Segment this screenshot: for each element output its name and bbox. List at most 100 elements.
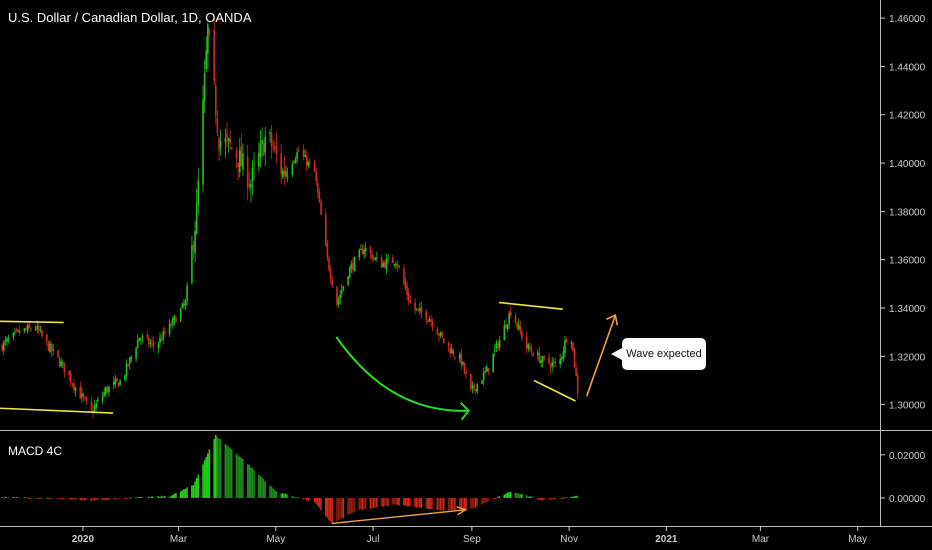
candle-body (551, 362, 553, 367)
macd-bar (486, 497, 488, 503)
candle-body (197, 180, 200, 205)
macd-bar (17, 497, 19, 499)
macd-bar (339, 497, 341, 520)
macd-bar (57, 497, 59, 499)
candle-body (250, 183, 252, 189)
macd-bar (497, 496, 499, 498)
candle-body (238, 150, 241, 173)
macd-bar (46, 497, 48, 499)
candle-body (283, 169, 286, 175)
candle-body (47, 341, 50, 351)
macd-bar (124, 497, 126, 499)
macd-bar (28, 497, 30, 499)
candle-body (237, 162, 239, 168)
macd-bar (498, 496, 501, 498)
candle-body (272, 147, 275, 150)
macd-bar (570, 496, 573, 498)
candle-body (82, 393, 85, 398)
candle-body (60, 361, 62, 367)
macd-bar (283, 493, 286, 498)
candle-body (41, 330, 43, 337)
candle-body (360, 249, 362, 251)
macd-bar (431, 497, 434, 510)
candle-body (385, 259, 388, 270)
macd-bar (242, 458, 244, 498)
macd-bar (272, 488, 274, 498)
macd-bar (160, 495, 163, 498)
candle-body (406, 286, 408, 295)
candle-body (415, 308, 418, 310)
macd-bar (60, 497, 62, 499)
macd-bar (258, 474, 260, 498)
candle-body (125, 363, 128, 376)
candle-body (505, 324, 507, 329)
candle-body (462, 361, 464, 365)
candle-body (218, 137, 220, 151)
macd-bar (537, 497, 539, 500)
macd-bar (481, 497, 483, 505)
macd-bar (69, 497, 72, 500)
macd-bar (108, 497, 110, 500)
candle-body (431, 321, 434, 328)
macd-bar (159, 496, 161, 498)
macd-divergence-arrowhead-icon (456, 506, 468, 516)
candle-body (46, 334, 48, 342)
macd-bar (148, 496, 150, 498)
candle-body (38, 325, 40, 331)
price-tick-label: 1.46000 (889, 14, 926, 25)
macd-bar (521, 493, 523, 498)
macd-bar (97, 497, 99, 501)
candle-body (58, 359, 61, 367)
candle-body (352, 262, 354, 270)
candle-body (74, 387, 77, 392)
macd-bar (329, 497, 332, 522)
candle-body (108, 386, 110, 393)
macd-bar (171, 495, 174, 498)
macd-bar (494, 497, 496, 500)
macd-bar (482, 497, 485, 504)
macd-bar (415, 497, 418, 508)
candle-body (552, 362, 555, 364)
macd-bar (18, 497, 21, 499)
time-tick-label: Mar (752, 534, 770, 545)
macd-bar (396, 497, 399, 506)
candle-body (380, 257, 383, 268)
macd-bar (361, 497, 364, 510)
candle-body (203, 73, 206, 101)
candle-body (573, 348, 576, 367)
candle-body (4, 340, 7, 342)
candle-body (387, 258, 389, 260)
macd-bar (191, 485, 193, 498)
macd-bar (442, 497, 445, 511)
candle-body (294, 159, 297, 163)
candle-body (270, 133, 273, 147)
time-tick-label: Sep (463, 534, 481, 545)
macd-bar (202, 464, 204, 498)
candle-body (208, 29, 211, 34)
macd-bar (152, 497, 155, 498)
candle-body (425, 311, 428, 321)
macd-bar (376, 497, 378, 508)
macd-bar (213, 438, 215, 498)
expected-move-arrowhead-icon (606, 314, 619, 326)
macd-bar (417, 497, 419, 508)
candle-body (548, 357, 550, 364)
macd-bar (261, 477, 263, 498)
macd-bar (296, 497, 298, 499)
candle-body (465, 371, 467, 374)
macd-bar (471, 497, 474, 509)
candle-body (230, 147, 233, 149)
macd-bar (463, 497, 466, 510)
candle-body (85, 398, 88, 401)
candle-body (207, 24, 209, 54)
macd-bar (194, 481, 196, 498)
macd-bar (358, 497, 360, 510)
candle-body (117, 382, 120, 387)
candle-body (436, 329, 439, 335)
candle-body (151, 341, 153, 343)
macd-bar (529, 496, 531, 498)
candle-body (229, 138, 231, 144)
candle-body (369, 247, 372, 254)
macd-bar (474, 497, 477, 508)
